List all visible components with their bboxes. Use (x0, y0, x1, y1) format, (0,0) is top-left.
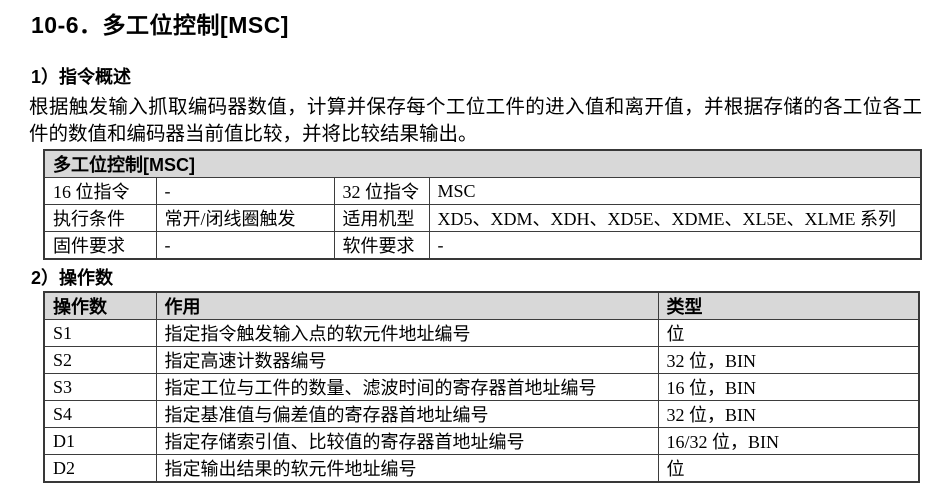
table-row: D1 指定存储索引值、比较值的寄存器首地址编号 16/32 位，BIN (43, 427, 920, 455)
column-header-type: 类型 (657, 291, 920, 320)
table-title-cell: 多工位控制[MSC] (43, 149, 922, 178)
field-value-cell: - (428, 231, 922, 260)
table-row: S4 指定基准值与偏差值的寄存器首地址编号 32 位，BIN (43, 400, 920, 428)
operand-type-cell: 位 (657, 319, 920, 347)
table-title-row: 多工位控制[MSC] (43, 149, 922, 178)
operand-desc-cell: 指定高速计数器编号 (155, 346, 659, 374)
table-row: S3 指定工位与工件的数量、滤波时间的寄存器首地址编号 16 位，BIN (43, 373, 920, 401)
column-header-function: 作用 (155, 291, 659, 320)
field-label-cell: 软件要求 (333, 231, 430, 260)
field-label-cell: 固件要求 (43, 231, 157, 260)
operand-id-cell: S3 (43, 373, 157, 401)
table-header-row: 操作数 作用 类型 (43, 291, 920, 320)
field-value-cell: - (155, 231, 335, 260)
operand-type-cell: 16 位，BIN (657, 373, 920, 401)
instruction-summary-table: 多工位控制[MSC] 16 位指令 - 32 位指令 MSC 执行条件 常开/闭… (43, 149, 922, 260)
column-header-operand: 操作数 (43, 291, 157, 320)
table-row: 16 位指令 - 32 位指令 MSC (43, 177, 922, 205)
table-row: S2 指定高速计数器编号 32 位，BIN (43, 346, 920, 374)
field-value-cell: 常开/闭线圈触发 (155, 204, 335, 232)
operand-desc-cell: 指定指令触发输入点的软元件地址编号 (155, 319, 659, 347)
table-row: 执行条件 常开/闭线圈触发 适用机型 XD5、XDM、XDH、XD5E、XDME… (43, 204, 922, 232)
instruction-overview-paragraph: 根据触发输入抓取编码器数值，计算并保存每个工位工件的进入值和离开值，并根据存储的… (29, 97, 922, 145)
field-label-cell: 执行条件 (43, 204, 157, 232)
page-title: 10-6．多工位控制[MSC] (31, 12, 289, 38)
operand-type-cell: 位 (657, 454, 920, 483)
operand-type-cell: 32 位，BIN (657, 346, 920, 374)
section-heading-operands: 2）操作数 (31, 268, 114, 288)
table-row: S1 指定指令触发输入点的软元件地址编号 位 (43, 319, 920, 347)
operand-id-cell: D1 (43, 427, 157, 455)
field-value-cell: - (155, 177, 335, 205)
field-label-cell: 16 位指令 (43, 177, 157, 205)
operand-desc-cell: 指定输出结果的软元件地址编号 (155, 454, 659, 483)
operand-table: 操作数 作用 类型 S1 指定指令触发输入点的软元件地址编号 位 S2 指定高速… (43, 291, 920, 483)
field-value-cell: XD5、XDM、XDH、XD5E、XDME、XL5E、XLME 系列 (428, 204, 922, 232)
operand-id-cell: S4 (43, 400, 157, 428)
table-row: 固件要求 - 软件要求 - (43, 231, 922, 260)
operand-type-cell: 32 位，BIN (657, 400, 920, 428)
operand-id-cell: D2 (43, 454, 157, 483)
operand-desc-cell: 指定存储索引值、比较值的寄存器首地址编号 (155, 427, 659, 455)
section-heading-instruction-overview: 1）指令概述 (31, 67, 132, 87)
field-label-cell: 32 位指令 (333, 177, 430, 205)
table-row: D2 指定输出结果的软元件地址编号 位 (43, 454, 920, 483)
field-value-cell: MSC (428, 177, 922, 205)
operand-type-cell: 16/32 位，BIN (657, 427, 920, 455)
operand-desc-cell: 指定基准值与偏差值的寄存器首地址编号 (155, 400, 659, 428)
operand-desc-cell: 指定工位与工件的数量、滤波时间的寄存器首地址编号 (155, 373, 659, 401)
operand-id-cell: S2 (43, 346, 157, 374)
operand-id-cell: S1 (43, 319, 157, 347)
field-label-cell: 适用机型 (333, 204, 430, 232)
